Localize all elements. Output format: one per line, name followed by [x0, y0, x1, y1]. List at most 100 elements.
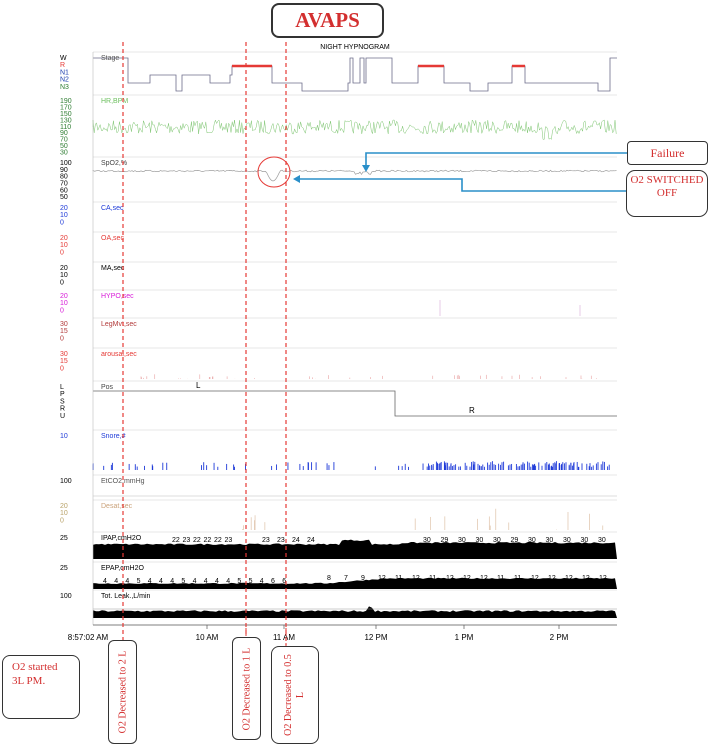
tick-hypo: 10 — [60, 300, 68, 307]
tick-arousal: 15 — [60, 358, 68, 365]
epap-value: 12 — [480, 575, 488, 582]
channel-axes: StageWRN1N2N3HR,BPM190170150130110907050… — [60, 44, 617, 642]
ipap-value: 29 — [511, 537, 519, 544]
tick-hr: 70 — [60, 137, 68, 144]
ipap-value: 30 — [493, 537, 501, 544]
tick-ma: 10 — [60, 272, 68, 279]
ipap-value: 24 — [307, 537, 315, 544]
tick-spo2: 90 — [60, 167, 68, 174]
channel-label-snore: Snore,# — [101, 433, 126, 440]
tick-legmvt: 15 — [60, 328, 68, 335]
tick-ma: 0 — [60, 279, 64, 286]
tick-desat: 0 — [60, 517, 64, 524]
ipap-value: 30 — [581, 537, 589, 544]
o2-switched-off-callout: O2 SWITCHED OFF — [626, 170, 708, 217]
epap-value: 4 — [114, 578, 118, 585]
epap-value: 8 — [327, 575, 331, 582]
epap-value: 6 — [282, 578, 286, 585]
o2-off-arrowhead — [293, 175, 300, 183]
tick-arousal: 0 — [60, 365, 64, 372]
ipap-value: 22 — [172, 537, 180, 544]
ipap-value: 24 — [292, 537, 300, 544]
position-trace — [93, 390, 617, 417]
channel-label-ma: MA,sec — [101, 265, 125, 272]
tick-pos: L — [60, 384, 64, 391]
ipap-value: 30 — [563, 537, 571, 544]
epap-value: 5 — [249, 578, 253, 585]
failure-arrowhead — [362, 165, 370, 172]
ipap-value: 30 — [546, 537, 554, 544]
o2-decreased-2l-note: O2 Decreased to 2 L — [108, 640, 137, 744]
epap-value: 4 — [159, 578, 163, 585]
ipap-value: 23 — [225, 537, 233, 544]
tick-pos: S — [60, 398, 65, 405]
position-label-right: R — [469, 406, 475, 415]
tick-spo2: 100 — [60, 160, 72, 167]
tick-arousal: 30 — [60, 351, 68, 358]
tick-oa: 20 — [60, 235, 68, 242]
tick-snore: 10 — [60, 433, 68, 440]
x-tick-label: 2 PM — [550, 633, 569, 642]
ipap-value: 30 — [598, 537, 606, 544]
tick-spo2: 70 — [60, 181, 68, 188]
epap-value: 12 — [446, 575, 454, 582]
x-tick-label: 12 PM — [364, 633, 387, 642]
epap-value: 11 — [514, 575, 521, 582]
channel-label-legmvt: LegMvt,sec — [101, 321, 137, 328]
ipap-value: 23 — [262, 537, 270, 544]
position-label-left: L — [196, 381, 201, 390]
ipap-value: 22 — [214, 537, 222, 544]
tick-pos: U — [60, 413, 65, 420]
channel-label-etco2: EtCO2,mmHg — [101, 478, 145, 485]
epap-value: 5 — [237, 578, 241, 585]
epap-value: 5 — [181, 578, 185, 585]
hr-trace — [92, 119, 617, 140]
o2-started-note: O2 started 3L PM. — [2, 655, 80, 719]
tick-hr: 90 — [60, 130, 68, 137]
ipap-value: 30 — [423, 537, 431, 544]
epap-value: 4 — [148, 578, 152, 585]
epap-value: 9 — [361, 575, 365, 582]
tick-hr: 130 — [60, 117, 72, 124]
o2-started-text: O2 started 3L PM. — [12, 661, 58, 687]
x-tick-label: 8:57:02 AM — [68, 633, 109, 642]
tick-legmvt: 30 — [60, 321, 68, 328]
tick-hr: 150 — [60, 111, 72, 118]
tick-stage: N3 — [60, 84, 69, 91]
epap-value: 4 — [125, 578, 129, 585]
channel-label-spo2: SpO2,% — [101, 160, 127, 167]
epap-value: 11 — [395, 575, 402, 582]
channel-label-ipap: IPAP,cmH2O — [101, 535, 142, 542]
epap-value: 11 — [429, 575, 436, 582]
epap-value: 4 — [204, 578, 208, 585]
o2-decreased-1l-text: O2 Decreased to 1 L — [241, 647, 252, 730]
tick-stage: N1 — [60, 69, 69, 76]
tick-leak: 100 — [60, 593, 72, 600]
tick-ipap: 25 — [60, 535, 68, 542]
channel-label-pos: Pos — [101, 384, 114, 391]
o2-decreased-05l-text: O2 Decreased to 0.5 L — [283, 654, 306, 736]
channel-label-hypo: HYPO,sec — [101, 293, 134, 300]
ipap-value: 22 — [204, 537, 212, 544]
epap-value: 4 — [260, 578, 264, 585]
channel-label-desat: Desat,sec — [101, 503, 133, 510]
annotation-overlay — [257, 152, 627, 192]
tick-desat: 10 — [60, 510, 68, 517]
failure-callout: Failure — [627, 141, 708, 165]
tick-pos: P — [60, 391, 65, 398]
o2-decreased-05l-note: O2 Decreased to 0.5 L — [271, 646, 319, 744]
tick-hypo: 20 — [60, 293, 68, 300]
tick-hr: 50 — [60, 143, 68, 150]
channel-label-leak: Tot. Leak.,L/min — [101, 593, 151, 600]
channel-label-oa: OA,sec — [101, 235, 124, 242]
epap-value: 11 — [497, 575, 504, 582]
tick-spo2: 80 — [60, 174, 68, 181]
x-tick-label: 11 AM — [273, 633, 295, 642]
channel-label-hr: HR,BPM — [101, 98, 128, 105]
ipap-value: 22 — [193, 537, 201, 544]
tick-oa: 10 — [60, 242, 68, 249]
ipap-trace — [93, 539, 617, 559]
tick-spo2: 60 — [60, 187, 68, 194]
epap-value: 12 — [582, 575, 590, 582]
